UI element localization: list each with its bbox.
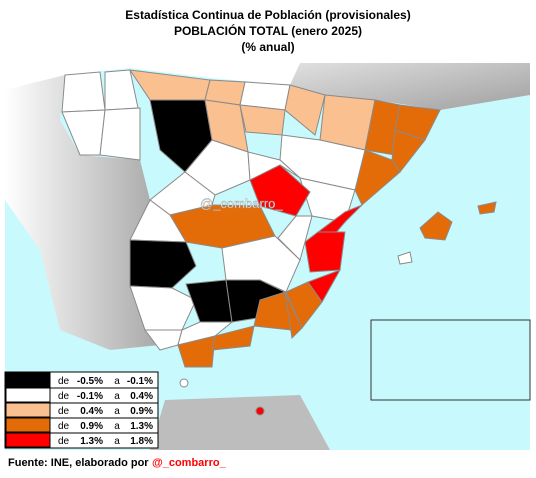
legend-swatch (5, 387, 51, 403)
legend-swatch (5, 417, 51, 433)
legend-text: 0.4% (80, 406, 103, 417)
legend-text: -0.1% (77, 391, 103, 402)
source: Fuente: INE, elaborado por (8, 457, 149, 469)
legend-text: 0.4% (130, 391, 153, 402)
legend-text: a (114, 376, 120, 387)
france (290, 63, 530, 110)
province (304, 231, 346, 273)
province (61, 71, 106, 113)
province (249, 164, 311, 217)
canary-inset (370, 319, 531, 401)
legend-text: de (58, 421, 70, 432)
province (211, 325, 255, 351)
province (477, 201, 497, 215)
author: @_combarro_ (152, 457, 227, 469)
legend-text: a (114, 421, 120, 432)
legend-text: de (58, 391, 70, 402)
legend-text: a (114, 391, 120, 402)
legend-text: 0.9% (130, 406, 153, 417)
province (184, 139, 251, 196)
bay (5, 63, 365, 90)
legend-text: 0.9% (80, 421, 103, 432)
province (284, 84, 326, 136)
ceuta (179, 378, 189, 388)
legend-text: de (58, 436, 70, 447)
legend-text: 1.8% (130, 436, 153, 447)
province (129, 239, 197, 289)
legend-text: 1.3% (130, 421, 153, 432)
province (419, 211, 453, 241)
legend-text: -0.5% (77, 376, 103, 387)
province (99, 107, 141, 161)
province (129, 285, 197, 331)
unit: (% anual) (241, 40, 294, 54)
legend-swatch (5, 432, 51, 448)
legend-swatch (5, 402, 51, 418)
legend-text: a (114, 436, 120, 447)
province (177, 335, 216, 368)
watermark: @_combarro_ (200, 196, 283, 211)
melilla (255, 406, 265, 416)
province (397, 251, 413, 265)
province (284, 291, 303, 340)
portugal (5, 75, 160, 350)
province (239, 104, 286, 136)
africa (150, 395, 330, 450)
provinces (61, 69, 527, 416)
titles: Estadística Continua de Población (provi… (125, 8, 410, 54)
province (247, 151, 301, 181)
legend: de -0.5% a -0.1% de -0.1% a 0.4% de 0.4% a 0.9% de 0.… (4, 371, 159, 449)
province (277, 215, 313, 261)
legend-text: de (58, 376, 70, 387)
legend-text: de (58, 406, 70, 417)
legend-text: a (114, 406, 120, 417)
title: Estadística Continua de Población (provi… (125, 8, 410, 22)
legend-text: 1.3% (80, 436, 103, 447)
subtitle: POBLACIÓN TOTAL (enero 2025) (174, 23, 362, 38)
province (177, 321, 234, 346)
legend-swatch (5, 372, 51, 388)
legend-text: -0.1% (127, 376, 153, 387)
inset-frame (370, 319, 531, 401)
